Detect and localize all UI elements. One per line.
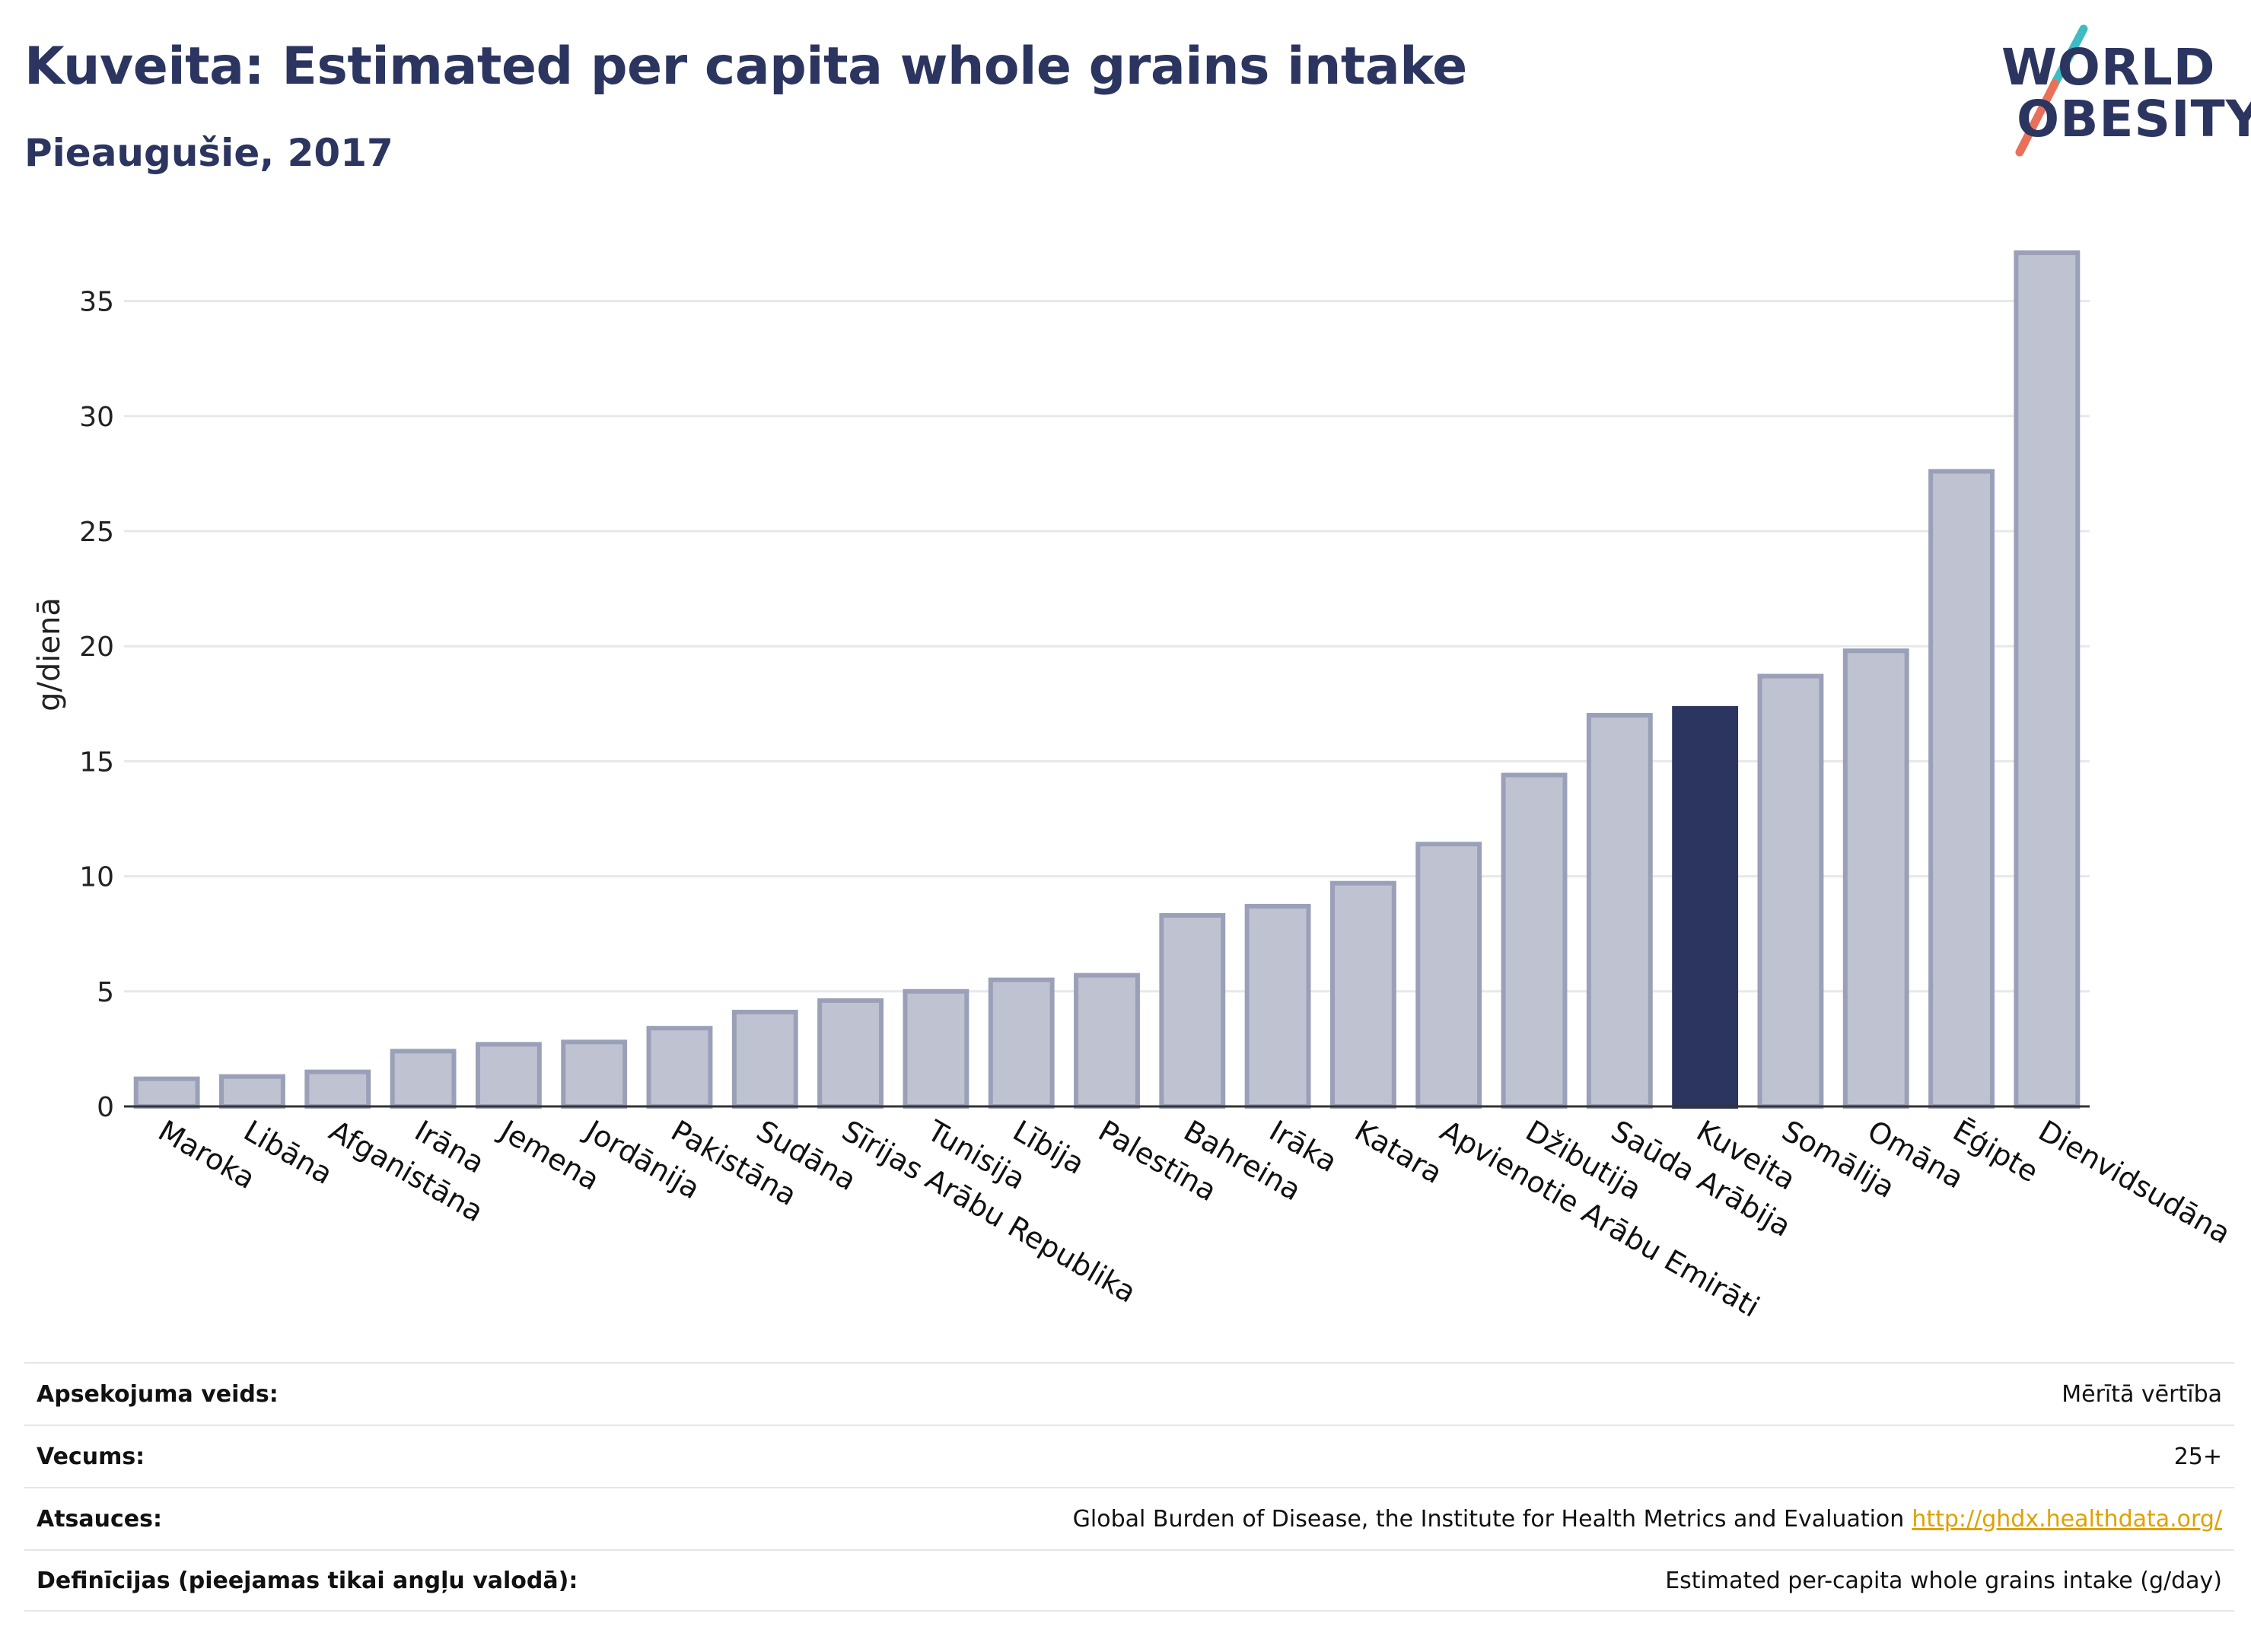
bar xyxy=(1928,469,1995,1109)
x-tick-label: Katara xyxy=(1349,1114,1448,1190)
bar xyxy=(219,1074,285,1109)
bar xyxy=(1244,903,1311,1109)
meta-row-survey-type: Apsekojuma veids: Mērītā vērtība xyxy=(24,1362,2234,1424)
bar xyxy=(304,1069,371,1109)
world-obesity-logo[interactable]: WORLD OBESITY xyxy=(1986,23,2251,160)
meta-value-wrapper: Global Burden of Disease, the Institute … xyxy=(1073,1506,2222,1533)
bar xyxy=(390,1049,457,1109)
y-axis-label: g/dienā xyxy=(32,597,67,711)
meta-value: 25+ xyxy=(2173,1443,2222,1470)
bar xyxy=(903,988,969,1109)
bar xyxy=(988,977,1055,1109)
meta-row-age: Vecums: 25+ xyxy=(24,1424,2234,1487)
bar xyxy=(1842,648,1909,1109)
meta-value: Mērītā vērtība xyxy=(2062,1380,2222,1408)
logo-text-world: WORLD xyxy=(2001,38,2216,97)
bar xyxy=(1415,842,1482,1109)
x-tick-label: Jemena xyxy=(493,1113,605,1197)
bar xyxy=(646,1026,713,1109)
bar xyxy=(475,1042,542,1109)
y-tick-label: 0 xyxy=(97,1092,114,1123)
y-tick-label: 15 xyxy=(79,746,114,778)
bar-chart: 05101520253035g/dienāMarokaLibānaAfganis… xyxy=(32,250,2237,1324)
bar xyxy=(731,1010,798,1109)
bar xyxy=(1159,913,1226,1109)
bar xyxy=(1329,880,1396,1109)
bar xyxy=(133,1076,200,1109)
bar xyxy=(1501,772,1568,1109)
y-tick-label: 25 xyxy=(79,517,114,548)
bar-highlighted xyxy=(1672,705,1739,1109)
bar xyxy=(561,1039,628,1109)
meta-label: Apsekojuma veids: xyxy=(37,1380,279,1408)
chart-subtitle: Pieaugušie, 2017 xyxy=(24,131,393,175)
logo-text-obesity: OBESITY xyxy=(2017,90,2251,148)
meta-row-definitions: Definīcijas (pieejamas tikai angļu valod… xyxy=(24,1549,2234,1612)
meta-value: Global Burden of Disease, the Institute … xyxy=(1072,1505,1905,1533)
meta-label: Vecums: xyxy=(37,1443,145,1470)
y-tick-label: 30 xyxy=(79,402,114,433)
bar xyxy=(1586,712,1653,1109)
meta-label: Definīcijas (pieejamas tikai angļu valod… xyxy=(37,1567,578,1594)
chart-title: Kuveita: Estimated per capita whole grai… xyxy=(24,37,1467,97)
bar xyxy=(817,998,884,1109)
bar xyxy=(2014,250,2081,1109)
reference-link[interactable]: http://ghdx.healthdata.org/ xyxy=(1912,1505,2222,1533)
meta-row-references: Atsauces: Global Burden of Disease, the … xyxy=(24,1487,2234,1549)
meta-value: Estimated per-capita whole grains intake… xyxy=(1665,1567,2222,1594)
y-tick-label: 5 xyxy=(97,977,114,1008)
logo-slash-icon xyxy=(2015,24,2088,157)
bar xyxy=(1757,673,1824,1109)
metadata-table: Apsekojuma veids: Mērītā vērtība Vecums:… xyxy=(24,1362,2234,1612)
y-tick-label: 20 xyxy=(79,632,114,663)
x-tick-label: Dienvidsudāna xyxy=(2033,1114,2236,1251)
bar xyxy=(1074,972,1140,1109)
x-tick-label: Maroka xyxy=(153,1114,261,1195)
meta-label: Atsauces: xyxy=(37,1505,162,1533)
y-tick-label: 35 xyxy=(79,287,114,318)
y-tick-label: 10 xyxy=(79,862,114,893)
